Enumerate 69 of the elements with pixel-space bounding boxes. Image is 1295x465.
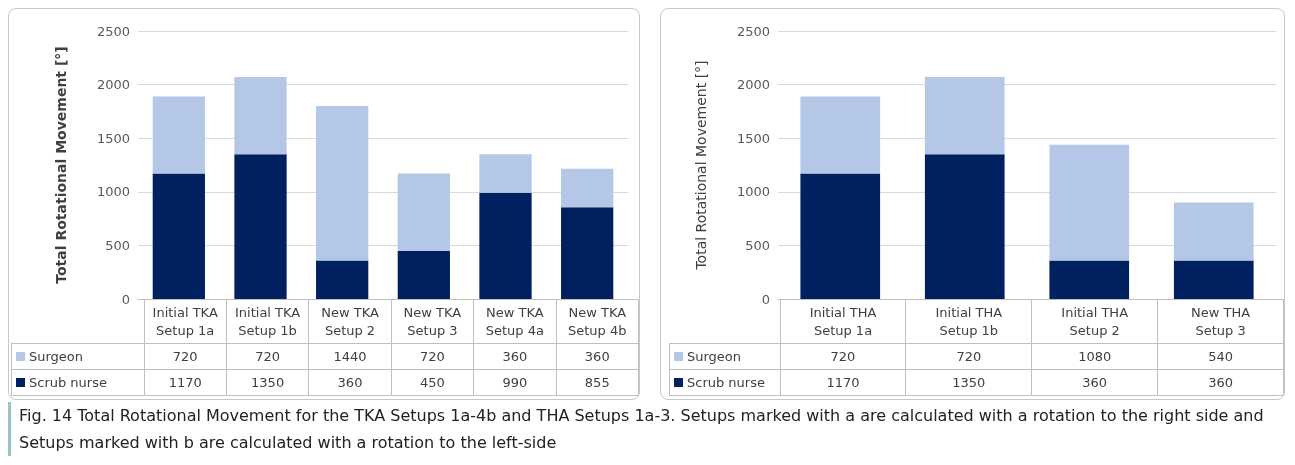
x-tick-label: New TKA Setup 4b: [556, 299, 639, 344]
data-label: 855: [556, 369, 639, 396]
data-label: 1080: [1031, 343, 1158, 370]
x-tick-label: Initial TKA Setup 1a: [144, 299, 227, 344]
legend-label: Scrub nurse: [11, 369, 144, 396]
bar: [561, 168, 614, 208]
y-tick-label: 2500: [96, 23, 130, 39]
data-label: 360: [308, 369, 392, 396]
data-label: 540: [1157, 343, 1284, 370]
x-tick-label: Initial THA Setup 2: [1031, 299, 1158, 344]
bar: [152, 96, 205, 174]
bar: [800, 96, 881, 174]
caption: Fig. 14 Total Rotational Movement for the TKA Setups 1a-4b and THA Setups 1a-3. Setups marked with a are calculated with a rotation to the right side and Setups marked with b are calculated with a rotation to the left-side: [19, 405, 1265, 454]
legend-label: Scrub nurse: [669, 369, 781, 396]
bar: [1049, 144, 1130, 261]
bar: [316, 260, 369, 299]
y-axis-title: Total Rotational Movement [°]: [53, 46, 69, 284]
bar: [152, 173, 205, 299]
data-label: 720: [905, 343, 1032, 370]
data-label: 720: [391, 343, 474, 370]
x-tick-label: Initial THA Setup 1b: [905, 299, 1032, 344]
y-tick-label: 500: [745, 237, 770, 253]
bar: [397, 250, 450, 299]
y-tick-label: 0: [121, 291, 130, 307]
x-tick-label: New TKA Setup 4a: [473, 299, 557, 344]
bar: [316, 106, 369, 261]
y-tick-label: 500: [105, 237, 130, 253]
data-label: 360: [473, 343, 557, 370]
bar: [1173, 260, 1254, 299]
data-label: 1350: [905, 369, 1032, 396]
x-tick-label: Initial TKA Setup 1b: [226, 299, 309, 344]
bar: [1173, 202, 1254, 261]
legend-label: Surgeon: [11, 343, 144, 370]
x-tick-label: New TKA Setup 2: [308, 299, 392, 344]
y-tick-label: 2000: [736, 77, 770, 93]
y-tick-label: 1000: [96, 184, 130, 200]
data-label: 450: [391, 369, 474, 396]
bar: [479, 192, 532, 299]
bar: [234, 77, 287, 155]
bar: [561, 207, 614, 299]
data-label: 720: [226, 343, 309, 370]
bar: [924, 77, 1005, 155]
y-tick-label: 1500: [96, 130, 130, 146]
bar: [234, 154, 287, 299]
bar: [1049, 260, 1130, 299]
data-label: 720: [144, 343, 227, 370]
data-label: 990: [473, 369, 557, 396]
data-label: 1170: [144, 369, 227, 396]
bar: [924, 154, 1005, 299]
x-tick-label: Initial THA Setup 1a: [780, 299, 906, 344]
y-tick-label: 2500: [736, 23, 770, 39]
y-axis-title: Total Rotational Movement [°]: [693, 60, 709, 271]
data-label: 360: [556, 343, 639, 370]
y-tick-label: 1000: [736, 184, 770, 200]
x-tick-label: New THA Setup 3: [1157, 299, 1284, 344]
bar: [800, 173, 881, 299]
data-label: 1170: [780, 369, 906, 396]
data-label: 1440: [308, 343, 392, 370]
y-tick-label: 2000: [96, 77, 130, 93]
data-label: 1350: [226, 369, 309, 396]
data-label: 360: [1157, 369, 1284, 396]
y-tick-label: 0: [761, 291, 770, 307]
data-label: 720: [780, 343, 906, 370]
x-tick-label: New TKA Setup 3: [391, 299, 474, 344]
data-label: 360: [1031, 369, 1158, 396]
bar: [397, 173, 450, 251]
legend-label: Surgeon: [669, 343, 781, 370]
y-tick-label: 1500: [736, 130, 770, 146]
bar: [479, 154, 532, 193]
